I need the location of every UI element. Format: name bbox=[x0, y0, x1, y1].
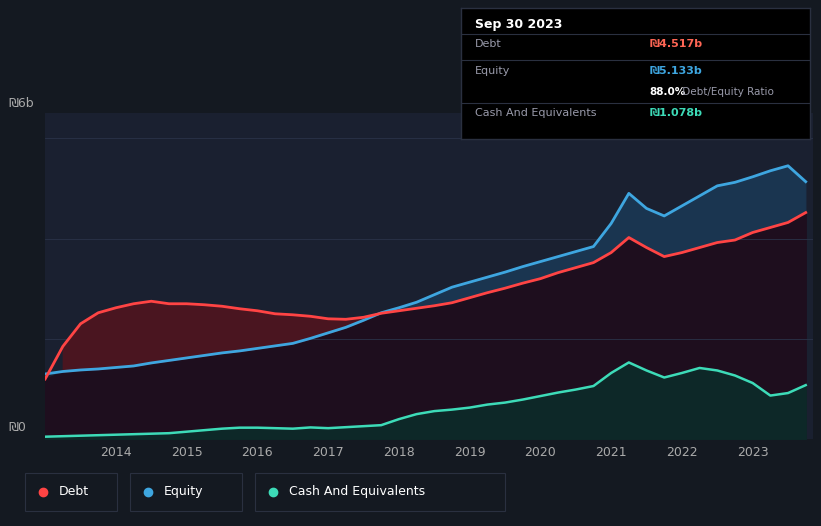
Text: 88.0%: 88.0% bbox=[650, 87, 686, 97]
Text: ₪4.517b: ₪4.517b bbox=[650, 39, 703, 49]
Text: Equity: Equity bbox=[475, 66, 511, 76]
Text: Equity: Equity bbox=[164, 485, 204, 498]
Text: Cash And Equivalents: Cash And Equivalents bbox=[475, 108, 597, 118]
Text: ₪5.133b: ₪5.133b bbox=[650, 66, 703, 76]
Text: ₪6b: ₪6b bbox=[8, 97, 34, 110]
Text: Debt: Debt bbox=[59, 485, 89, 498]
Text: ₪0: ₪0 bbox=[8, 421, 26, 434]
Text: Cash And Equivalents: Cash And Equivalents bbox=[289, 485, 425, 498]
Text: Debt/Equity Ratio: Debt/Equity Ratio bbox=[680, 87, 774, 97]
Text: Debt: Debt bbox=[475, 39, 502, 49]
Text: ₪1.078b: ₪1.078b bbox=[650, 108, 703, 118]
Text: Sep 30 2023: Sep 30 2023 bbox=[475, 18, 562, 32]
